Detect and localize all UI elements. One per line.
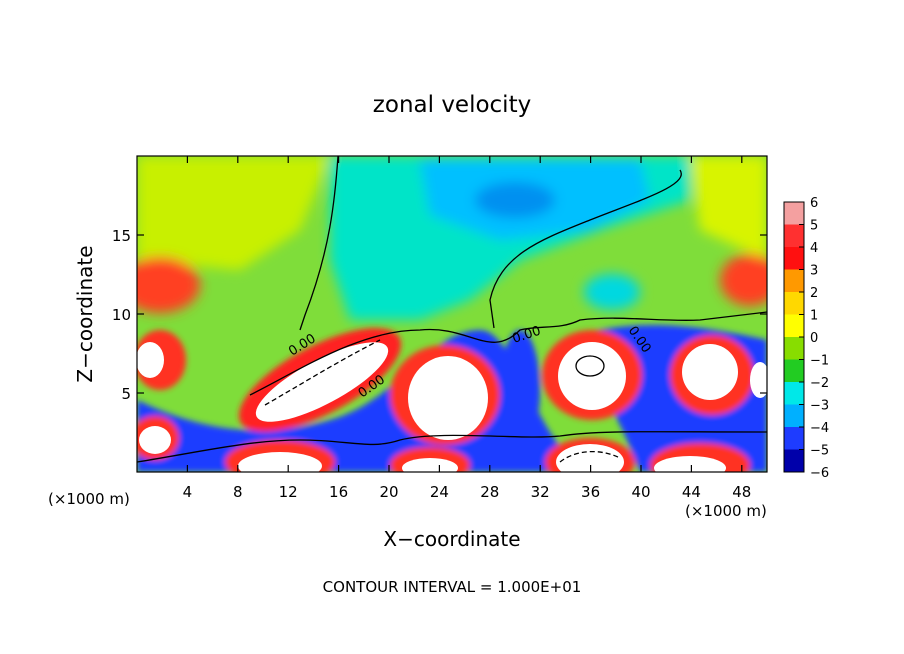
y-tick-label: 10 xyxy=(112,306,131,324)
x-tick-label: 40 xyxy=(631,483,650,501)
x-tick-label: 36 xyxy=(581,483,600,501)
field-region-yellow-right xyxy=(690,156,767,260)
x-tick-label: 24 xyxy=(430,483,449,501)
colorbar-swatch xyxy=(784,359,804,383)
x-axis-label: X−coordinate xyxy=(383,527,520,551)
x-tick-label: 44 xyxy=(682,483,701,501)
colorbar-label: −4 xyxy=(810,421,829,436)
colorbar-label: 1 xyxy=(810,309,818,324)
y-tick-label: 15 xyxy=(112,227,131,245)
colorbar-swatch xyxy=(784,337,804,360)
colorbar-label: −2 xyxy=(810,376,829,391)
x-tick-label: 20 xyxy=(379,483,398,501)
core-10 xyxy=(137,342,164,378)
core-1 xyxy=(255,342,389,422)
x-tick-label: 8 xyxy=(233,483,243,501)
colorbar-label: 0 xyxy=(810,331,818,346)
core-6 xyxy=(402,458,458,472)
contour-lines xyxy=(137,156,767,463)
core-9 xyxy=(139,426,171,454)
colorbar-label: −3 xyxy=(810,399,829,414)
colorbar-swatch xyxy=(784,382,804,405)
colorbar-label: 2 xyxy=(810,286,818,301)
field-region-blue-mid xyxy=(500,330,540,450)
colorbar: 6 5 4 3 2 1 0 −1 −2 −3 −4 −5 −6 xyxy=(783,196,829,481)
x-unit-right: (×1000 m) xyxy=(685,502,767,520)
contour-neg-1 xyxy=(264,339,381,406)
field-region-deep-blue-upper xyxy=(475,182,555,218)
core-8 xyxy=(654,456,726,472)
colorbar-label: 3 xyxy=(810,264,818,279)
colorbar-swatch xyxy=(784,427,804,450)
colorbar-label: 4 xyxy=(810,241,818,256)
contour-zero-right-core xyxy=(575,355,605,377)
core-4 xyxy=(682,344,738,400)
colorbar-swatch xyxy=(784,224,804,248)
colorbar-swatch xyxy=(784,292,804,315)
colorbar-label: −1 xyxy=(810,354,829,369)
colorbar-label: 5 xyxy=(810,219,818,234)
x-tick-label: 32 xyxy=(531,483,550,501)
field-region-red-left xyxy=(137,257,200,313)
x-tick-label: 12 xyxy=(279,483,298,501)
core-2 xyxy=(408,356,488,440)
colorbar-swatch xyxy=(784,247,804,270)
core-7 xyxy=(556,444,624,472)
y-axis: 5 10 15 xyxy=(112,227,767,403)
field-region-cyan-mid xyxy=(584,274,640,310)
colorbar-label: −5 xyxy=(810,444,829,459)
chart-title: zonal velocity xyxy=(373,92,531,118)
x-unit-left: (×1000 m) xyxy=(48,490,130,508)
core-11 xyxy=(750,362,767,398)
colorbar-label: 6 xyxy=(810,196,818,211)
colorbar-swatch xyxy=(784,404,804,428)
heatmap-field: 0.00 0.00 0.00 0.00 xyxy=(137,156,767,472)
x-tick-label: 48 xyxy=(732,483,751,501)
x-tick-label: 28 xyxy=(480,483,499,501)
colorbar-swatch xyxy=(784,202,804,225)
colorbar-swatch xyxy=(784,314,804,338)
contour-zero-lower xyxy=(249,311,767,396)
field-region-yellow-left xyxy=(137,156,330,270)
colorbar-swatch xyxy=(784,449,804,473)
contour-zero-upper xyxy=(489,169,682,329)
y-tick-label: 5 xyxy=(121,385,131,403)
x-axis: 4 8 12 16 20 24 28 32 36 40 44 48 xyxy=(183,156,751,501)
colorbar-swatch xyxy=(784,269,804,293)
x-tick-label: 16 xyxy=(329,483,348,501)
contour-zero-bottom xyxy=(137,431,767,463)
field-region-red-right xyxy=(720,254,767,306)
contour-interval-note: CONTOUR INTERVAL = 1.000E+01 xyxy=(323,578,582,596)
core-5 xyxy=(238,452,322,472)
contour-zero-main xyxy=(299,156,339,331)
y-axis-label: Z−coordinate xyxy=(73,245,97,382)
contour-neg-2 xyxy=(559,450,621,463)
colorbar-label: −6 xyxy=(810,466,829,481)
x-tick-label: 4 xyxy=(183,483,193,501)
